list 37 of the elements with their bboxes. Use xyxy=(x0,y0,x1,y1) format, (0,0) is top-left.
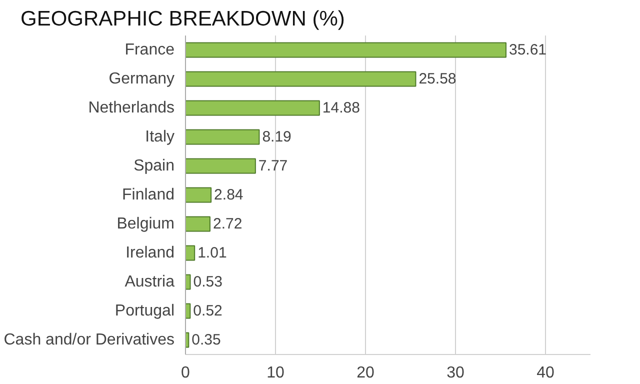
y-tick-label: Finland xyxy=(122,186,175,204)
bar xyxy=(186,245,196,261)
x-tick-label: 20 xyxy=(356,364,374,382)
y-tick-label: Netherlands xyxy=(88,100,175,116)
bar xyxy=(186,216,210,232)
data-label: 2.84 xyxy=(214,186,244,204)
data-label: 2.72 xyxy=(212,216,242,232)
data-label: 1.01 xyxy=(198,244,227,262)
y-tick-label: Portugal xyxy=(114,302,174,320)
x-tick-label: 10 xyxy=(266,364,284,382)
x-tick-label: 40 xyxy=(536,364,554,382)
y-tick-label: Spain xyxy=(134,158,174,174)
y-tick-label: Germany xyxy=(108,70,174,88)
bar xyxy=(186,187,212,203)
x-tick-label: 0 xyxy=(181,364,190,382)
bar xyxy=(186,129,260,145)
y-tick-label: Austria xyxy=(124,274,175,290)
y-tick-label: Belgium xyxy=(116,216,175,232)
y-tick-label: Ireland xyxy=(126,244,174,262)
data-label: 0.52 xyxy=(193,302,222,320)
x-tick-label: 30 xyxy=(446,364,464,382)
bar xyxy=(186,42,506,58)
bar xyxy=(186,100,320,116)
bar xyxy=(186,71,416,87)
bar xyxy=(186,158,256,174)
data-label: 14.88 xyxy=(322,100,360,116)
data-label: 25.58 xyxy=(418,70,456,88)
chart-title: GEOGRAPHIC BREAKDOWN (%) xyxy=(20,8,345,30)
y-tick-label: Italy xyxy=(145,128,174,146)
data-label: 35.61 xyxy=(508,42,547,58)
bar xyxy=(186,274,191,290)
y-tick-label: France xyxy=(124,42,175,58)
data-label: 0.53 xyxy=(193,274,222,290)
data-label: 8.19 xyxy=(262,128,292,146)
data-label: 0.35 xyxy=(192,332,221,348)
y-tick-label: Cash and/or Derivatives xyxy=(4,332,175,348)
data-label: 7.77 xyxy=(258,158,288,174)
